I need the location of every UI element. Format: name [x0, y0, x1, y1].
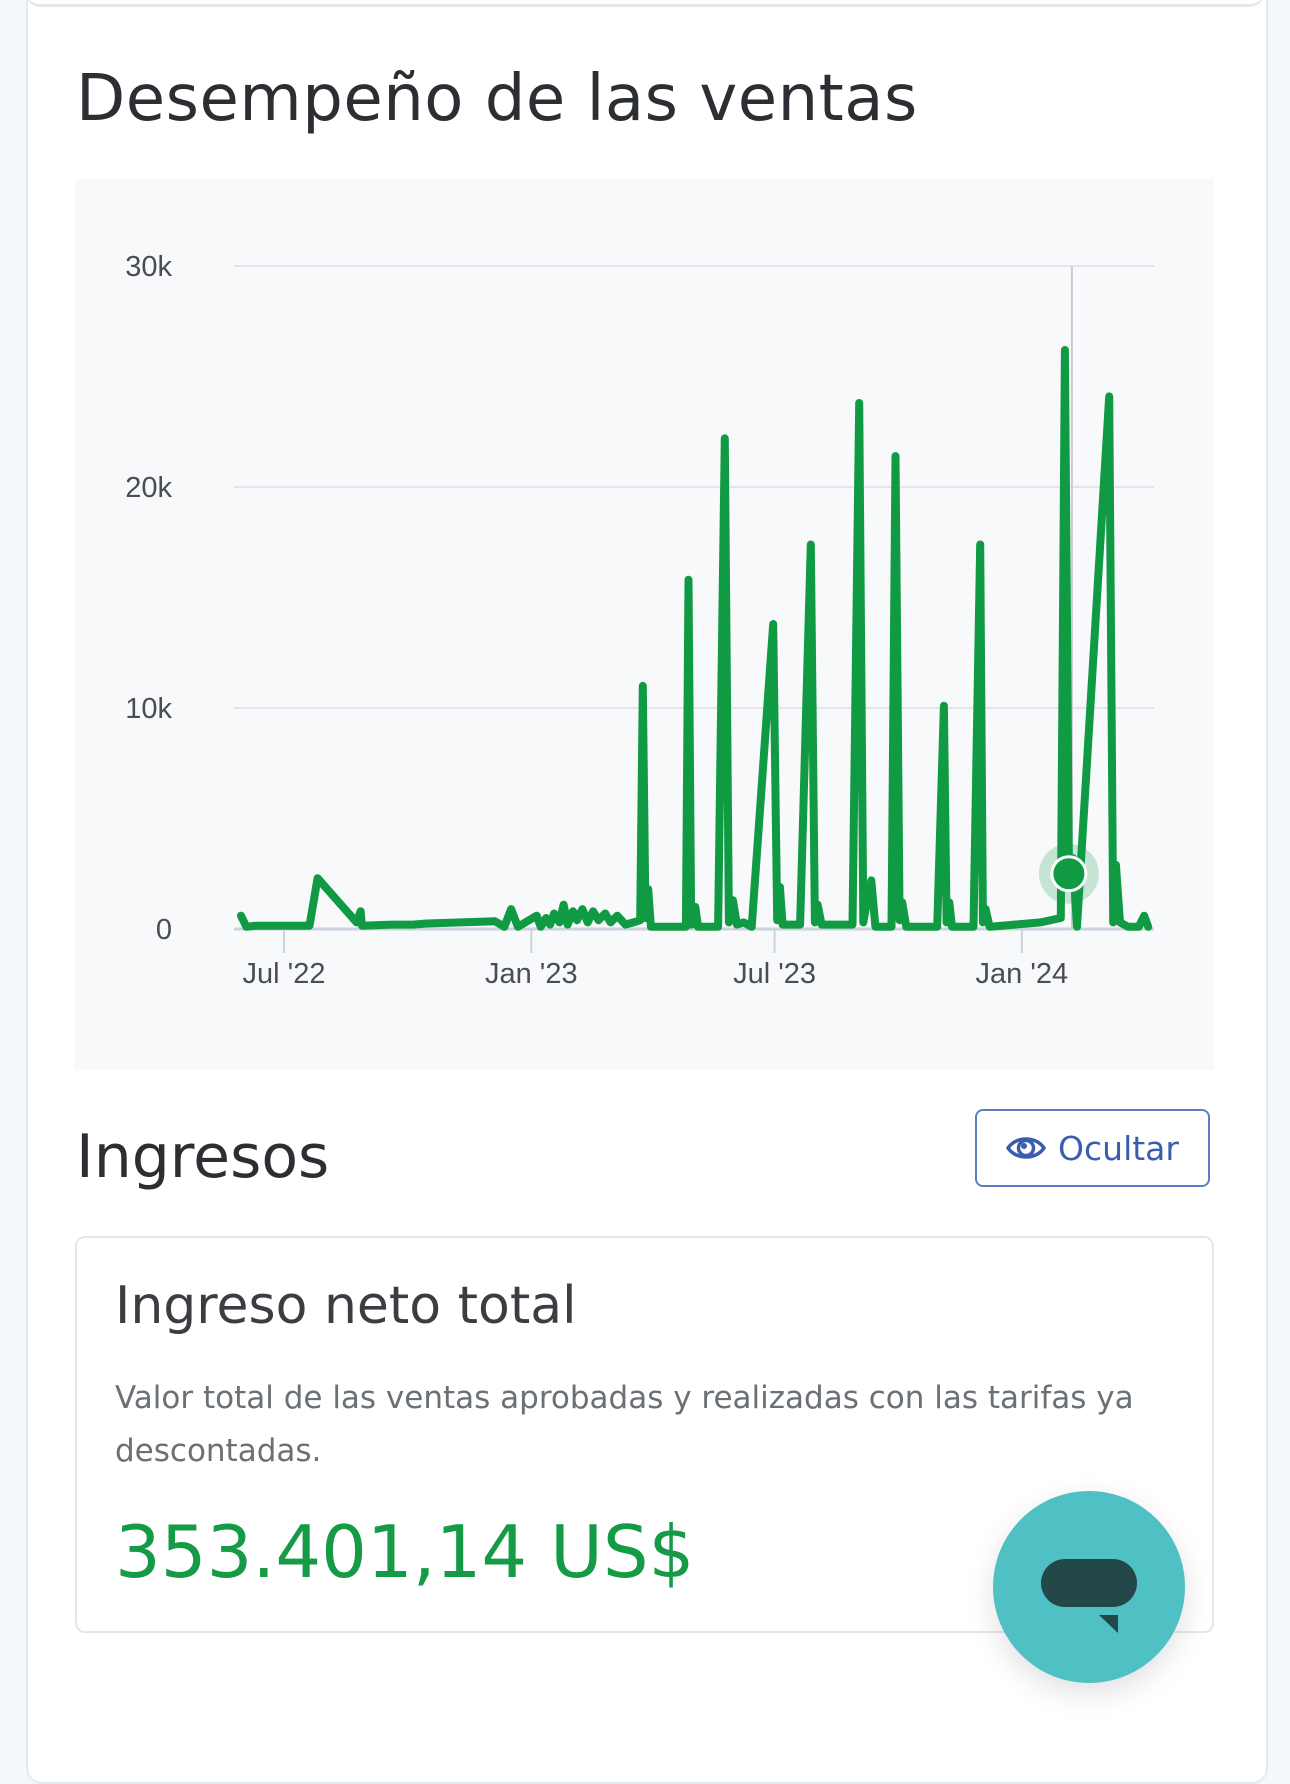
y-tick-label: 0: [156, 914, 172, 946]
net-income-description: Valor total de las ventas aprobadas y re…: [115, 1372, 1175, 1478]
y-tick-label: 20k: [125, 472, 172, 504]
sales-chart[interactable]: 0 10k 20k 30k Jul '22 Jan '23 Jul '23 Jan '24: [75, 179, 1214, 1070]
sales-performance-title: Desempeño de las ventas: [76, 62, 918, 136]
chat-button[interactable]: [993, 1491, 1185, 1683]
sales-line: [241, 350, 1148, 927]
x-tick-label: Jan '24: [976, 958, 1069, 990]
y-tick-label: 10k: [125, 693, 172, 725]
eye-icon: [1006, 1133, 1046, 1163]
income-heading: Ingresos: [76, 1122, 329, 1192]
sales-chart-svg: 0 10k 20k 30k Jul '22 Jan '23 Jul '23 Jan '24: [75, 179, 1214, 1070]
hide-income-label: Ocultar: [1058, 1129, 1179, 1168]
hide-income-button[interactable]: Ocultar: [975, 1109, 1210, 1187]
x-tick-label: Jul '22: [243, 958, 326, 990]
net-income-amount: 353.401,14 US$: [115, 1510, 694, 1594]
chat-bubble-icon: [993, 1491, 1185, 1683]
net-income-title: Ingreso neto total: [115, 1276, 577, 1336]
hover-point: [1052, 857, 1086, 891]
x-tick-label: Jul '23: [733, 958, 816, 990]
y-tick-label: 30k: [125, 251, 172, 283]
x-tick-label: Jan '23: [485, 958, 578, 990]
previous-card-edge: [26, 0, 1264, 7]
